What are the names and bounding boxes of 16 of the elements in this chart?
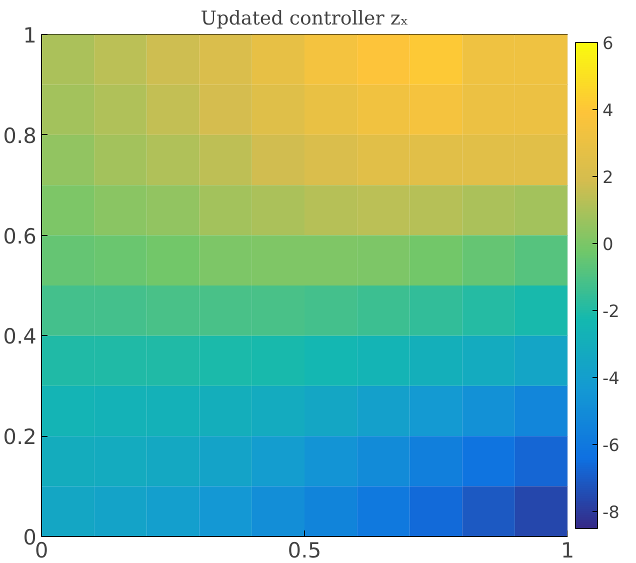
color-bar-label: 4	[602, 101, 614, 122]
y-tick-label: 0.6	[3, 224, 37, 248]
color-bar-label: -6	[602, 436, 620, 456]
y-tick-label: 1	[23, 24, 37, 48]
color-bar-label: 6	[602, 34, 614, 54]
color-bar-label: 2	[602, 168, 614, 188]
y-tick-label: 0.2	[3, 425, 37, 450]
y-tick-label: 0.4	[3, 324, 37, 349]
color-bar-label: -2	[602, 302, 620, 322]
x-tick-label: 1	[560, 538, 574, 562]
color-bar-label: -8	[602, 503, 620, 524]
chart-title: Updated controller zₓ	[200, 8, 408, 30]
y-tick-label: 0.8	[3, 124, 37, 148]
x-tick-label: 0.5	[288, 538, 322, 562]
color-bar-label: -4	[602, 369, 620, 390]
color-bar-label: 0	[602, 235, 614, 256]
